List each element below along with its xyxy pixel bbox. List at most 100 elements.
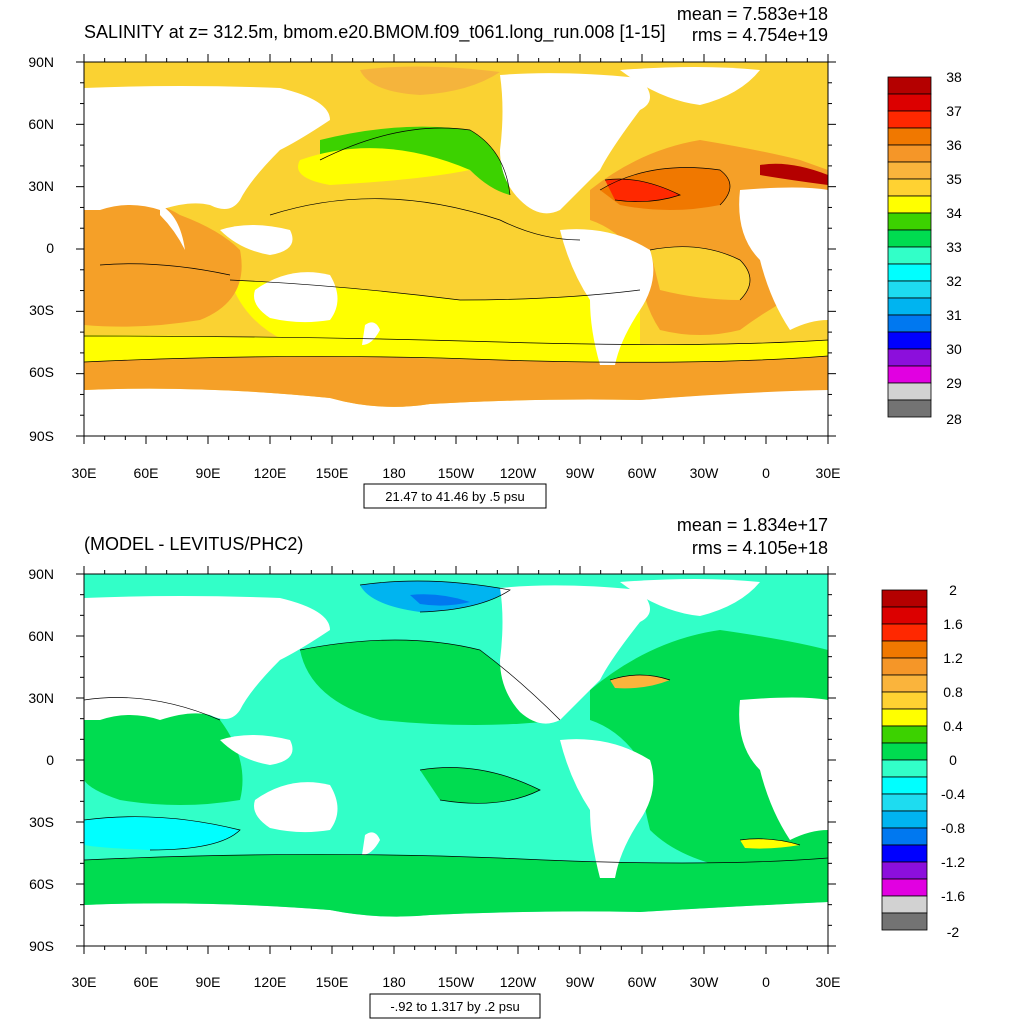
colorbar-swatch: [887, 297, 932, 316]
colorbar-label: 1.2: [943, 650, 963, 666]
mediterranean: [760, 163, 828, 185]
y-tick-label: 60S: [29, 364, 54, 380]
mean-stat: mean = 7.583e+18: [677, 4, 828, 24]
colorbar-swatch: [887, 246, 932, 265]
asia-landmass: [84, 596, 330, 720]
colorbar-swatches: [887, 76, 932, 418]
y-tick-label: 0: [46, 752, 54, 768]
colorbar-label: 38: [946, 69, 962, 85]
contour-info: -.92 to 1.317 by .2 psu: [390, 999, 519, 1014]
x-tick-label: 180: [382, 974, 406, 990]
north-pacific-low: [298, 148, 470, 185]
y-tick-label: 30S: [29, 302, 54, 318]
x-tick-label: 0: [762, 974, 770, 990]
agulhas-anomaly: [740, 838, 800, 849]
colorbar-label: 31: [946, 307, 962, 323]
colorbar-swatch: [881, 776, 928, 795]
x-axis-labels: 30E 60E 90E 120E 150E 180 150W 120W 90W …: [72, 465, 841, 481]
colorbar-swatch: [887, 280, 932, 299]
colorbar-swatch: [881, 589, 928, 608]
atlantic-core: [605, 179, 680, 202]
salinity-field: [84, 62, 828, 436]
x-tick-label: 90W: [566, 465, 596, 481]
x-tick-label: 150E: [316, 465, 349, 481]
x-tick-label: 120W: [500, 465, 537, 481]
y-tick-label: 30N: [28, 690, 54, 706]
atlantic-green: [590, 630, 828, 880]
colorbar-swatch: [881, 827, 928, 846]
colorbar-swatch: [881, 861, 928, 880]
colorbar-swatch: [887, 365, 932, 384]
x-tick-label: 90E: [196, 465, 221, 481]
north-pacific-green: [300, 640, 560, 725]
colorbar-swatches: [881, 589, 928, 931]
atlantic-south-low: [650, 246, 750, 300]
x-tick-label: 180: [382, 465, 406, 481]
colorbar-swatch: [887, 195, 932, 214]
colorbar-swatch: [881, 657, 928, 676]
colorbar-label: 33: [946, 239, 962, 255]
colorbar-swatch: [887, 348, 932, 367]
maritime-islands: [220, 735, 293, 765]
x-tick-label: 30E: [816, 465, 841, 481]
antarctica: [84, 388, 828, 436]
x-tick-label: 30E: [72, 465, 97, 481]
colorbar-labels: 2 1.6 1.2 0.8 0.4 0 -0.4 -0.8 -1.2 -1.6 …: [941, 582, 965, 940]
colorbar-label: 0: [949, 752, 957, 768]
colorbar-label: 2: [949, 582, 957, 598]
colorbar-swatch: [887, 331, 932, 350]
y-tick-label: 60N: [28, 628, 54, 644]
indian-ocean-green: [84, 697, 243, 805]
colorbar-label: -0.8: [941, 820, 965, 836]
contour-info: 21.47 to 41.46 by .5 psu: [385, 489, 525, 504]
colorbar-swatch: [887, 229, 932, 248]
southern-band-1: [84, 356, 828, 407]
colorbar-swatch: [881, 640, 928, 659]
y-tick-label: 90S: [29, 938, 54, 954]
panel-difference: (MODEL - LEVITUS/PHC2) mean = 1.834e+17 …: [28, 515, 965, 1019]
greenland: [620, 67, 760, 105]
y-tick-label: 60S: [29, 876, 54, 892]
asia-landmass: [84, 86, 330, 210]
gulf-stream-anomaly: [610, 675, 670, 689]
y-tick-label: 60N: [28, 116, 54, 132]
colorbar-swatch: [887, 144, 932, 163]
x-tick-label: 0: [762, 465, 770, 481]
southern-band: [84, 854, 828, 917]
colorbar-swatch: [881, 895, 928, 914]
indian-ocean-high: [84, 201, 242, 327]
y-tick-label: 90N: [28, 54, 54, 70]
x-tick-label: 120E: [254, 974, 287, 990]
colorbar-label: 37: [946, 103, 962, 119]
panel-title: SALINITY at z= 312.5m, bmom.e20.BMOM.f09…: [84, 22, 666, 43]
arctic-inner: [360, 66, 500, 95]
north-america: [500, 73, 650, 214]
x-tick-label: 60E: [134, 974, 159, 990]
x-tick-label: 30W: [690, 465, 720, 481]
colorbar-label: 30: [946, 341, 962, 357]
colorbar-swatch: [887, 93, 932, 112]
contour-info-box: -.92 to 1.317 by .2 psu: [369, 993, 541, 1019]
x-tick-label: 60W: [628, 465, 658, 481]
colorbar-swatch: [887, 314, 932, 333]
x-tick-label: 120E: [254, 465, 287, 481]
colorbar-label: 0.8: [943, 684, 963, 700]
australia: [254, 782, 338, 833]
greenland: [620, 579, 760, 616]
x-tick-label: 30W: [690, 974, 720, 990]
y-axis-labels: 90N 60N 30N 0 30S 60S 90S: [28, 566, 54, 954]
colorbar-label: -0.4: [941, 786, 965, 802]
maritime-islands: [220, 225, 293, 255]
colorbar-swatch: [887, 110, 932, 129]
pacific-green-patch: [420, 767, 540, 804]
africa: [739, 697, 828, 840]
colorbar-swatch: [881, 759, 928, 778]
colorbar-swatch: [881, 844, 928, 863]
colorbar-swatch: [887, 212, 932, 231]
colorbar-label: 35: [946, 171, 962, 187]
rms-stat: rms = 4.105e+18: [692, 538, 828, 558]
y-tick-label: 30S: [29, 814, 54, 830]
colorbar-label: 29: [946, 375, 962, 391]
colorbar: 38 37 36 35 34 33 32 31 30 29 28: [887, 69, 962, 427]
